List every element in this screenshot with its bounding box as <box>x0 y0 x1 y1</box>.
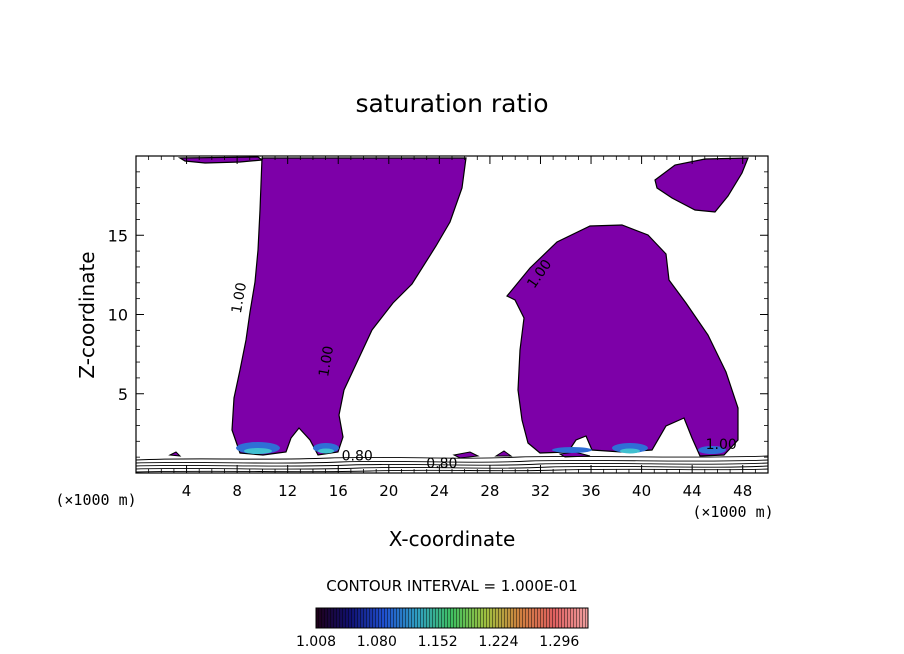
x-tick-label: 40 <box>632 482 651 500</box>
z-tick-label: 10 <box>108 306 128 325</box>
fill-region-top-left <box>177 156 264 164</box>
x-tick-label: 32 <box>531 482 550 500</box>
contour-label: 1.00 <box>706 437 737 453</box>
high-saturation-patches <box>236 442 726 454</box>
contour-label: 1.00 <box>316 345 337 378</box>
contour-label: 1.00 <box>229 281 250 314</box>
colorbar-tick-labels: 1.008 1.080 1.152 1.224 1.296 <box>296 634 579 650</box>
fill-region-right-dome <box>506 224 739 457</box>
x-tick-label: 44 <box>683 482 702 500</box>
fill-region-left-plume <box>231 157 467 456</box>
z-tick-label: 5 <box>118 385 128 404</box>
z-tick-label: 15 <box>108 226 128 245</box>
x-tick-label: 24 <box>430 482 449 500</box>
fill-region-top-right <box>654 157 749 213</box>
x-tick-label: 36 <box>581 482 600 500</box>
chart-title: saturation ratio <box>355 89 548 118</box>
contour-labels: 1.001.001.001.000.80 0.80 <box>229 257 737 472</box>
contour-interval-label: CONTOUR INTERVAL = 1.000E-01 <box>326 577 577 595</box>
colorbar: 1.008 1.080 1.152 1.224 1.296 <box>296 607 589 650</box>
z-axis-label: Z-coordinate <box>75 251 99 378</box>
x-tick-label: 28 <box>480 482 499 500</box>
fill-blob-surface <box>494 450 513 457</box>
fill-blob-surface <box>168 451 182 457</box>
x-tick-label: 8 <box>232 482 242 500</box>
colorbar-tick-label: 1.224 <box>478 634 518 650</box>
x-tick-label: 12 <box>278 482 297 500</box>
colorbar-tick-label: 1.152 <box>418 634 458 650</box>
colorbar-tick-label: 1.080 <box>357 634 397 650</box>
contour-label: 0.80 <box>342 448 373 464</box>
colorbar-tick-label: 1.296 <box>539 634 579 650</box>
x-axis-ticks: 4 8 12 16 20 24 28 32 36 40 44 48 <box>148 156 756 500</box>
contour-label: 0.80 <box>426 456 457 472</box>
x-unit-label: (×1000 m) <box>692 503 773 521</box>
x-tick-label: 16 <box>329 482 348 500</box>
z-unit-label: (×1000 m) <box>55 491 136 509</box>
x-tick-label: 4 <box>182 482 192 500</box>
surface-contour-lines <box>136 455 768 473</box>
colorbar-stripes <box>316 608 588 628</box>
supersaturation-fill <box>136 156 768 473</box>
fill-blob-surface <box>452 451 480 459</box>
x-tick-label: 48 <box>733 482 752 500</box>
x-tick-label: 20 <box>379 482 398 500</box>
x-axis-label: X-coordinate <box>389 527 516 551</box>
z-axis-ticks: 5 10 15 <box>108 171 768 458</box>
colorbar-tick-label: 1.008 <box>296 634 336 650</box>
